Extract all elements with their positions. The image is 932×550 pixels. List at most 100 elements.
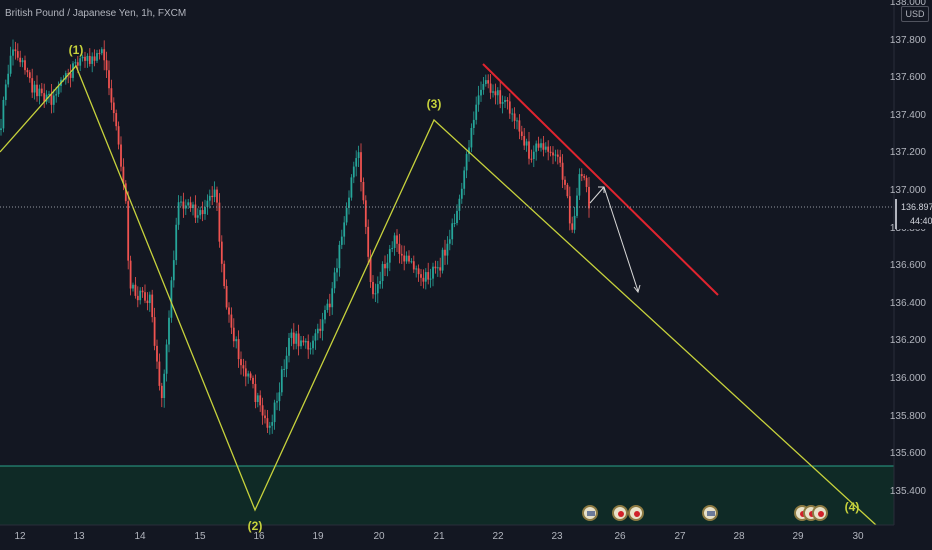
- candle-body: [393, 235, 396, 248]
- economic-event-icon[interactable]: [812, 505, 828, 521]
- time-tick-label: 29: [792, 531, 804, 542]
- candle-body: [120, 144, 122, 167]
- candle-body: [350, 177, 353, 198]
- candlesticks: [0, 39, 590, 435]
- price-tick-label: 135.800: [889, 410, 926, 422]
- candle-body: [91, 56, 94, 64]
- candle-body: [333, 272, 336, 289]
- candle-body: [516, 120, 518, 122]
- candle-body: [559, 156, 562, 163]
- candle-body: [105, 60, 108, 71]
- candle-body: [76, 62, 79, 66]
- economic-event-flag-icon[interactable]: [702, 505, 718, 521]
- currency-button[interactable]: USD: [901, 6, 929, 22]
- candle-body: [163, 373, 166, 399]
- candle-body: [247, 373, 250, 377]
- candle-body: [564, 179, 566, 185]
- candle-body: [518, 120, 521, 132]
- candle-body: [484, 80, 487, 85]
- time-tick-label: 21: [433, 531, 445, 542]
- candle-body: [57, 85, 60, 95]
- candle-body: [492, 91, 494, 93]
- candle-body: [396, 235, 398, 244]
- candle-body: [314, 333, 317, 341]
- candle-body: [180, 201, 182, 203]
- candle-body: [216, 189, 218, 203]
- candle-body: [40, 88, 43, 94]
- economic-event-icon[interactable]: [628, 505, 644, 521]
- candle-body: [64, 73, 67, 80]
- candle-body: [240, 359, 242, 366]
- candle-body: [566, 184, 569, 197]
- candle-body: [535, 143, 538, 152]
- economic-event-flag-icon[interactable]: [582, 505, 598, 521]
- candle-body: [254, 383, 257, 402]
- candle-body: [336, 268, 338, 273]
- candle-body: [218, 202, 221, 242]
- candle-body: [2, 99, 5, 129]
- resistance-trendline[interactable]: [482, 63, 719, 296]
- candle-body: [175, 224, 178, 261]
- candle-body: [463, 170, 466, 189]
- candle-body: [72, 63, 74, 78]
- candle-body: [583, 176, 586, 178]
- candle-body: [50, 93, 53, 105]
- candle-body: [453, 222, 456, 224]
- candle-body: [588, 186, 590, 209]
- candle-body: [268, 425, 271, 428]
- candle-body: [487, 80, 490, 84]
- candle-body: [408, 255, 410, 262]
- candle-body: [28, 72, 31, 79]
- time-tick-label: 16: [253, 531, 265, 542]
- candle-body: [86, 55, 89, 61]
- candle-body: [117, 126, 120, 145]
- support-zone: [0, 466, 894, 525]
- candle-body: [403, 255, 406, 262]
- candle-body: [362, 181, 365, 201]
- candle-body: [441, 249, 444, 271]
- price-tick-label: 137.200: [889, 147, 926, 159]
- candle-body: [573, 215, 576, 230]
- candle-body: [477, 95, 480, 105]
- candle-body: [489, 83, 492, 93]
- candle-body: [204, 206, 206, 215]
- candle-body: [211, 195, 214, 198]
- candle-body: [501, 102, 504, 104]
- candle-body: [24, 60, 26, 71]
- candle-body: [67, 73, 70, 75]
- candle-body: [223, 263, 226, 286]
- candle-body: [256, 395, 259, 402]
- candle-body: [549, 151, 552, 153]
- candle-body: [96, 53, 98, 61]
- economic-event-icon[interactable]: [612, 505, 628, 521]
- candle-body: [252, 377, 254, 384]
- candle-body: [141, 290, 144, 293]
- candle-body: [427, 272, 430, 280]
- candle-body: [355, 158, 358, 167]
- candle-body: [290, 332, 293, 338]
- candle-body: [235, 339, 238, 342]
- candle-body: [436, 267, 439, 269]
- candle-body: [475, 104, 478, 120]
- price-tick-label: 136.000: [889, 373, 926, 384]
- candle-body: [381, 264, 384, 282]
- candle-body: [470, 128, 473, 148]
- candle-body: [288, 337, 290, 356]
- candle-body: [456, 210, 458, 223]
- candle-body: [271, 422, 274, 426]
- candle-body: [312, 340, 314, 349]
- candle-body: [480, 89, 482, 96]
- candle-body: [283, 368, 286, 370]
- candle-body: [266, 418, 269, 428]
- candle-body: [561, 162, 564, 180]
- candle-body: [156, 345, 158, 362]
- candle-body: [55, 94, 58, 96]
- price-tick-label: 137.400: [889, 109, 926, 121]
- candle-body: [415, 268, 418, 270]
- candle-body: [206, 200, 209, 207]
- candle-body: [328, 303, 331, 308]
- candle-body: [420, 274, 422, 278]
- candle-body: [184, 205, 187, 209]
